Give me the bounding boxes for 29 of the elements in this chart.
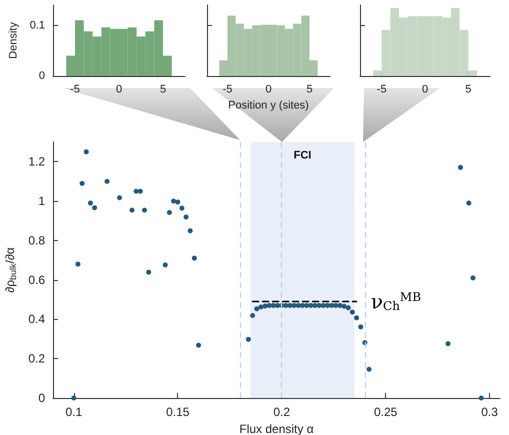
x-tick-label: 5 — [465, 84, 472, 96]
y-tick-label: 0.8 — [28, 233, 46, 248]
y-tick-label: 0.1 — [30, 19, 45, 32]
y-tick-label: 0.6 — [28, 272, 46, 287]
y-tick-label: 0 — [38, 70, 45, 82]
x-tick-label: 0 — [116, 84, 122, 96]
x-tick-label: -5 — [222, 84, 232, 96]
y-axis-title: Density — [7, 22, 20, 59]
x-axis-title: Flux density α — [239, 422, 314, 435]
x-tick-label: 0.25 — [374, 405, 398, 419]
x-axis-title: Position y (sites) — [228, 99, 309, 112]
x-tick-label: 0 — [422, 84, 428, 96]
y-tick-label: 1 — [38, 194, 46, 208]
x-tick-label: -5 — [70, 84, 80, 96]
annotation: νChMB — [370, 290, 422, 314]
x-tick-label: 0 — [265, 84, 272, 96]
x-tick-label: 0.1 — [65, 405, 82, 419]
x-tick-label: -5 — [376, 84, 387, 96]
x-tick-label: 5 — [306, 84, 313, 96]
y-tick-label: 1.2 — [28, 154, 46, 169]
x-tick-label: 5 — [160, 84, 166, 96]
y-tick-label: 0 — [38, 391, 46, 405]
x-tick-label: 0.3 — [481, 405, 498, 419]
x-tick-label: 0.2 — [273, 405, 290, 419]
x-tick-label: 0.15 — [166, 405, 190, 419]
band-label: FCI — [294, 150, 312, 162]
y-tick-label: 0.4 — [28, 312, 46, 326]
y-axis-title: ∂ρbulk/∂α — [3, 247, 18, 293]
y-tick-label: 0.2 — [28, 352, 46, 366]
